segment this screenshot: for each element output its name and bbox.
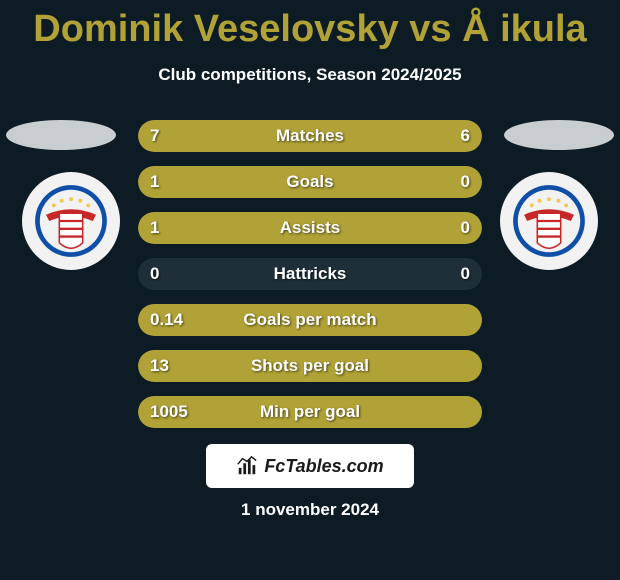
player-photo-right xyxy=(504,120,614,150)
page-subtitle: Club competitions, Season 2024/2025 xyxy=(0,65,620,85)
stat-label: Matches xyxy=(138,120,482,152)
player-photo-left xyxy=(6,120,116,150)
club-badge-right xyxy=(500,172,598,270)
stat-label: Min per goal xyxy=(138,396,482,428)
club-crest-icon xyxy=(510,182,588,260)
stat-value-left: 1 xyxy=(150,166,159,198)
stat-label: Goals xyxy=(138,166,482,198)
stat-row: Matches7 6 xyxy=(138,120,482,152)
brand-badge: FcTables.com xyxy=(206,444,414,488)
stat-value-left: 0.14 xyxy=(150,304,183,336)
stat-label: Hattricks xyxy=(138,258,482,290)
stat-row: Goals per match0.14 xyxy=(138,304,482,336)
stat-value-left: 7 xyxy=(150,120,159,152)
brand-label: FcTables.com xyxy=(264,456,383,477)
stat-value-left: 1 xyxy=(150,212,159,244)
stat-label: Assists xyxy=(138,212,482,244)
stat-row: Goals1 0 xyxy=(138,166,482,198)
stat-row: Min per goal1005 xyxy=(138,396,482,428)
stat-value-right: 0 xyxy=(461,258,470,290)
stat-value-left: 13 xyxy=(150,350,169,382)
stat-label: Shots per goal xyxy=(138,350,482,382)
stat-value-right: 0 xyxy=(461,166,470,198)
page-title: Dominik Veselovsky vs Å ikula xyxy=(0,0,620,51)
stat-value-right: 6 xyxy=(461,120,470,152)
club-badge-left xyxy=(22,172,120,270)
stat-row: Hattricks0 0 xyxy=(138,258,482,290)
stat-value-right: 0 xyxy=(461,212,470,244)
club-crest-icon xyxy=(32,182,110,260)
date-label: 1 november 2024 xyxy=(0,500,620,520)
stat-value-left: 0 xyxy=(150,258,159,290)
stat-bars: Matches76Goals10Assists10Hattricks00Goal… xyxy=(138,120,482,442)
chart-icon xyxy=(236,455,258,477)
stat-value-left: 1005 xyxy=(150,396,188,428)
stat-row: Assists1 0 xyxy=(138,212,482,244)
stat-label: Goals per match xyxy=(138,304,482,336)
stat-row: Shots per goal13 xyxy=(138,350,482,382)
